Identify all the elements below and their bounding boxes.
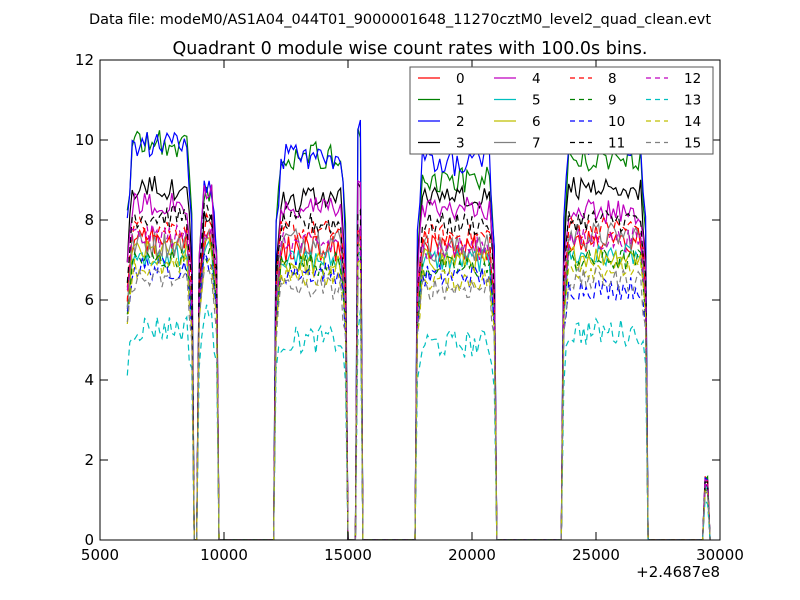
series-line-4 — [126, 179, 711, 540]
chart-title: Quadrant 0 module wise count rates with … — [173, 39, 648, 59]
y-tick-label: 8 — [84, 211, 94, 229]
legend-label-9: 9 — [608, 93, 617, 109]
series-line-14 — [126, 255, 711, 540]
legend-label-8: 8 — [608, 71, 617, 87]
legend-label-5: 5 — [532, 93, 541, 109]
x-axis: 5000 10000 15000 20000 25000 30000 — [81, 60, 744, 564]
legend-box — [409, 66, 714, 155]
legend-label-12: 12 — [684, 71, 701, 87]
y-tick-label: 4 — [84, 371, 94, 389]
series-line-12 — [126, 223, 711, 540]
series-line-13 — [126, 304, 711, 540]
legend-label-15: 15 — [684, 136, 701, 152]
legend-label-2: 2 — [456, 114, 465, 130]
legend-label-13: 13 — [684, 93, 701, 109]
series-layer — [126, 119, 711, 540]
x-tick-label: 5000 — [81, 546, 119, 564]
series-line-9 — [126, 242, 711, 540]
legend-label-6: 6 — [532, 114, 541, 130]
series-line-7 — [126, 222, 711, 540]
y-tick-label: 2 — [84, 451, 94, 469]
legend-label-0: 0 — [456, 71, 465, 87]
x-tick-label: 30000 — [696, 546, 744, 564]
x-tick-label: 15000 — [324, 546, 372, 564]
legend-label-7: 7 — [532, 136, 541, 152]
series-line-11 — [126, 201, 711, 540]
x-tick-label: 10000 — [200, 546, 248, 564]
legend-label-14: 14 — [684, 114, 701, 130]
legend-label-1: 1 — [456, 93, 465, 109]
legend-label-3: 3 — [456, 136, 465, 152]
x-tick-label: 20000 — [448, 546, 496, 564]
x-offset-label: +2.4687e8 — [636, 563, 720, 581]
legend-label-4: 4 — [532, 71, 541, 87]
legend-label-10: 10 — [608, 114, 625, 130]
figure-suptitle: Data file: modeM0/AS1A04_044T01_90000016… — [89, 12, 711, 28]
x-tick-label: 25000 — [572, 546, 620, 564]
y-tick-label: 12 — [75, 51, 94, 69]
legend-label-11: 11 — [608, 136, 625, 152]
y-tick-label: 10 — [75, 131, 94, 149]
y-tick-label: 6 — [84, 291, 94, 309]
y-tick-label: 0 — [84, 531, 94, 549]
